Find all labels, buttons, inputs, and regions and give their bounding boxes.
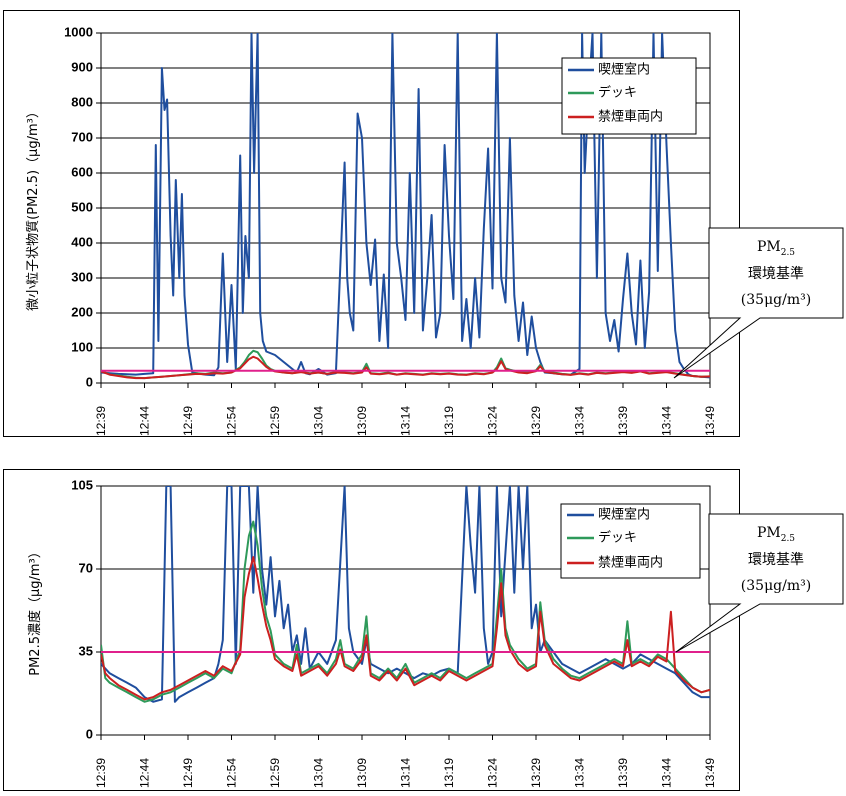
x-tick-label: 13:04 bbox=[312, 758, 326, 788]
series-line-3 bbox=[101, 556, 710, 701]
y-tick-label: 600 bbox=[71, 164, 93, 179]
x-tick-label: 12:39 bbox=[94, 406, 108, 436]
x-tick-label: 13:39 bbox=[616, 758, 630, 788]
x-tick-label: 13:04 bbox=[312, 406, 326, 436]
x-tick-label: 13:44 bbox=[660, 758, 674, 788]
legend-label: デッキ bbox=[598, 85, 637, 101]
legend-label: 禁煙車両内 bbox=[598, 555, 663, 571]
x-tick-label: 12:59 bbox=[268, 406, 282, 436]
y-tick-label: 700 bbox=[71, 129, 93, 144]
y-tick-label: 1000 bbox=[64, 24, 93, 39]
x-tick-label: 13:14 bbox=[399, 758, 413, 788]
y-tick-label: 800 bbox=[71, 94, 93, 109]
y-tick-label: 200 bbox=[71, 304, 93, 319]
x-tick-label: 12:59 bbox=[268, 758, 282, 788]
chart-top: 0 100 200 300 400 500 600 700 800 900 1000 12:39 12:… bbox=[26, 24, 844, 436]
legend-label: 喫煙室内 bbox=[598, 62, 650, 78]
x-tick-label: 12:49 bbox=[181, 406, 195, 436]
legend-box bbox=[560, 503, 701, 579]
x-tick-label: 13:39 bbox=[616, 406, 630, 436]
y-axis-label: PM2.5濃度（μg/m³） bbox=[27, 545, 43, 676]
y-axis-label: 微小粒子状物質(PM2.5)（μg/m³） bbox=[26, 105, 41, 311]
legend-label: デッキ bbox=[598, 530, 637, 546]
series-line-1 bbox=[101, 486, 710, 703]
y-tick-label: 100 bbox=[71, 339, 93, 354]
y-tick-label: 300 bbox=[71, 269, 93, 284]
x-tick-label: 13:49 bbox=[703, 406, 717, 436]
chart-bottom: 0 35 70 105 12:39 12:44 12:49 12:54 12:59 13:04 13… bbox=[27, 477, 844, 788]
callout-line-3: (35μg/m³) bbox=[741, 578, 811, 594]
y-tick-label: 900 bbox=[71, 59, 93, 74]
y-tick-label: 500 bbox=[71, 199, 93, 214]
y-tick-label: 0 bbox=[86, 374, 93, 389]
x-tick-label: 13:34 bbox=[573, 758, 587, 788]
x-tick-label: 13:19 bbox=[442, 758, 456, 788]
series-line-2 bbox=[101, 520, 710, 703]
callout-line-2: 環境基準 bbox=[748, 265, 804, 282]
x-tick-label: 13:19 bbox=[442, 406, 456, 436]
series-line-3 bbox=[101, 355, 710, 380]
callout-line-3: (35μg/m³) bbox=[741, 292, 811, 308]
x-tick-label: 12:54 bbox=[225, 758, 239, 788]
x-tick-label: 12:49 bbox=[181, 758, 195, 788]
x-tick-label: 13:24 bbox=[486, 406, 500, 436]
x-tick-label: 13:49 bbox=[703, 758, 717, 788]
y-tick-label: 35 bbox=[79, 643, 93, 658]
x-tick-label: 13:34 bbox=[573, 406, 587, 436]
y-tick-label: 400 bbox=[71, 234, 93, 249]
x-tick-label: 13:14 bbox=[399, 406, 413, 436]
legend-label: 禁煙車両内 bbox=[598, 109, 663, 125]
x-tick-label: 13:09 bbox=[355, 406, 369, 436]
callout-line-2: 環境基準 bbox=[748, 551, 804, 568]
x-tick-label: 13:29 bbox=[529, 758, 543, 788]
x-tick-label: 12:44 bbox=[138, 758, 152, 788]
y-tick-label: 105 bbox=[71, 477, 93, 492]
callout-box bbox=[675, 513, 844, 653]
y-tick-label: 0 bbox=[86, 726, 93, 741]
callout-box bbox=[673, 227, 844, 379]
x-tick-label: 13:24 bbox=[486, 758, 500, 788]
x-tick-label: 12:44 bbox=[138, 406, 152, 436]
x-tick-label: 12:54 bbox=[225, 406, 239, 436]
x-tick-label: 13:44 bbox=[660, 406, 674, 436]
x-tick-label: 13:09 bbox=[355, 758, 369, 788]
x-tick-label: 12:39 bbox=[94, 758, 108, 788]
legend-label: 喫煙室内 bbox=[598, 507, 650, 523]
y-tick-label: 70 bbox=[79, 560, 93, 575]
x-tick-label: 13:29 bbox=[529, 406, 543, 436]
